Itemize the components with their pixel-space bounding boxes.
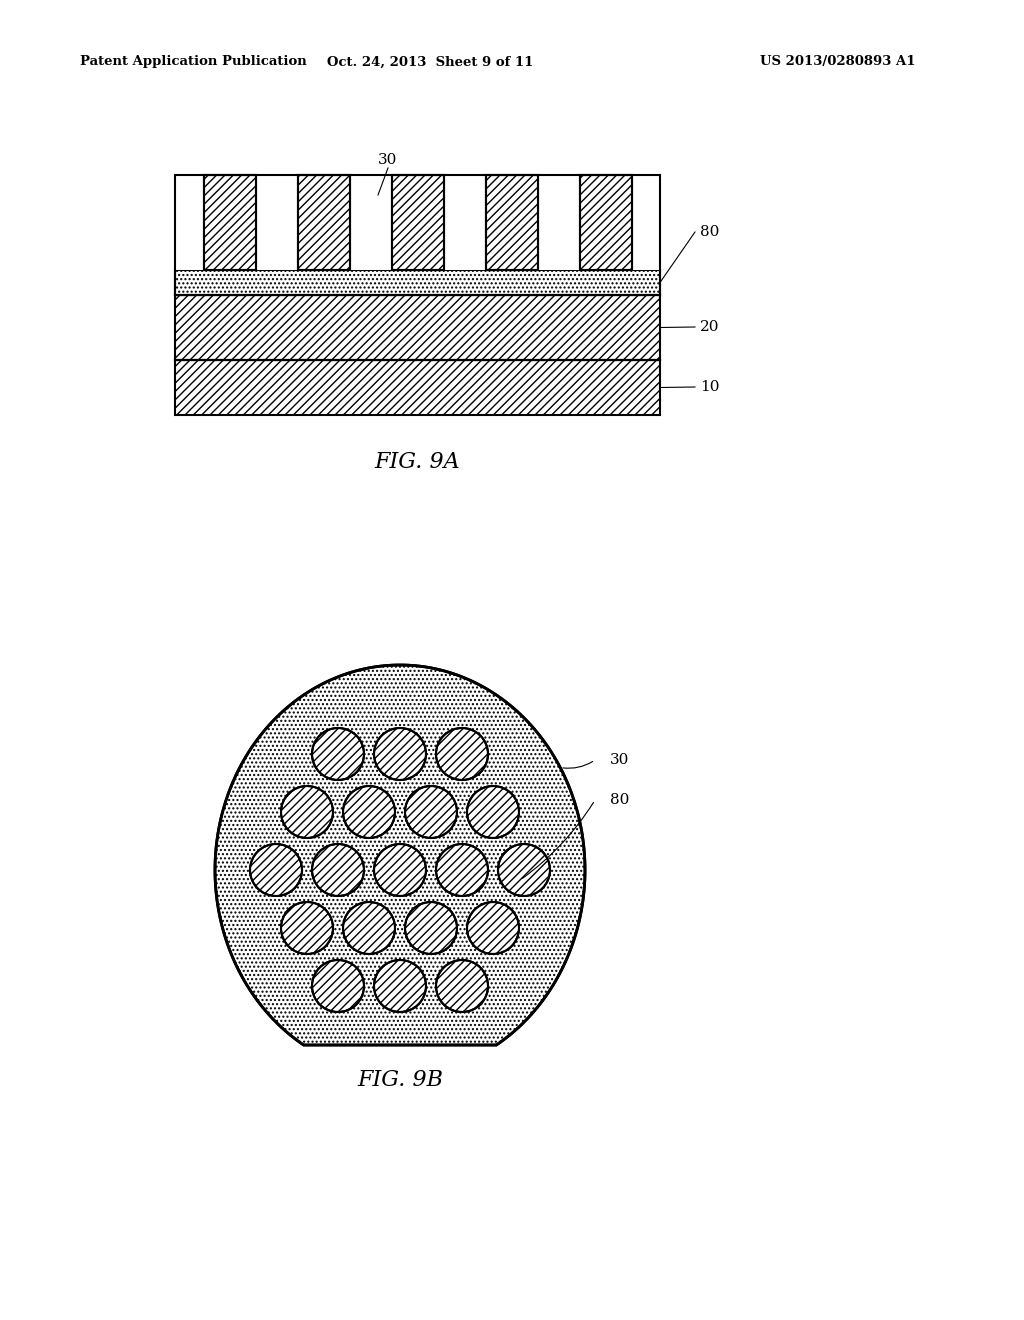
Polygon shape (215, 665, 585, 1045)
Text: US 2013/0280893 A1: US 2013/0280893 A1 (760, 55, 915, 69)
Bar (175, 294, 660, 360)
Bar (298, 176, 349, 271)
Circle shape (250, 843, 302, 896)
Bar (391, 176, 443, 271)
Circle shape (467, 785, 519, 838)
Bar (175, 271, 660, 294)
Circle shape (374, 729, 426, 780)
Circle shape (406, 785, 457, 838)
Circle shape (343, 902, 395, 954)
Bar (298, 176, 349, 271)
Circle shape (406, 902, 457, 954)
Circle shape (343, 785, 395, 838)
Text: 80: 80 (610, 793, 630, 807)
Text: 30: 30 (378, 153, 397, 168)
Circle shape (436, 729, 488, 780)
Bar (204, 176, 256, 271)
Bar (485, 176, 538, 271)
Circle shape (312, 960, 364, 1012)
Circle shape (281, 902, 333, 954)
Text: 20: 20 (700, 319, 720, 334)
Circle shape (312, 729, 364, 780)
Bar (485, 176, 538, 271)
Circle shape (498, 843, 550, 896)
Text: 80: 80 (700, 224, 720, 239)
Text: Patent Application Publication: Patent Application Publication (80, 55, 307, 69)
Circle shape (374, 843, 426, 896)
Bar (580, 176, 632, 271)
Circle shape (436, 843, 488, 896)
Bar (391, 176, 443, 271)
Bar (204, 176, 256, 271)
Bar (175, 176, 660, 294)
Text: 10: 10 (700, 380, 720, 393)
Bar (175, 360, 660, 414)
Circle shape (281, 785, 333, 838)
Bar (580, 176, 632, 271)
Circle shape (436, 960, 488, 1012)
Text: FIG. 9B: FIG. 9B (357, 1069, 443, 1092)
Text: 30: 30 (610, 752, 630, 767)
Circle shape (374, 960, 426, 1012)
Text: FIG. 9A: FIG. 9A (374, 451, 460, 473)
Bar (175, 176, 660, 271)
Circle shape (467, 902, 519, 954)
Circle shape (312, 843, 364, 896)
Text: Oct. 24, 2013  Sheet 9 of 11: Oct. 24, 2013 Sheet 9 of 11 (327, 55, 534, 69)
